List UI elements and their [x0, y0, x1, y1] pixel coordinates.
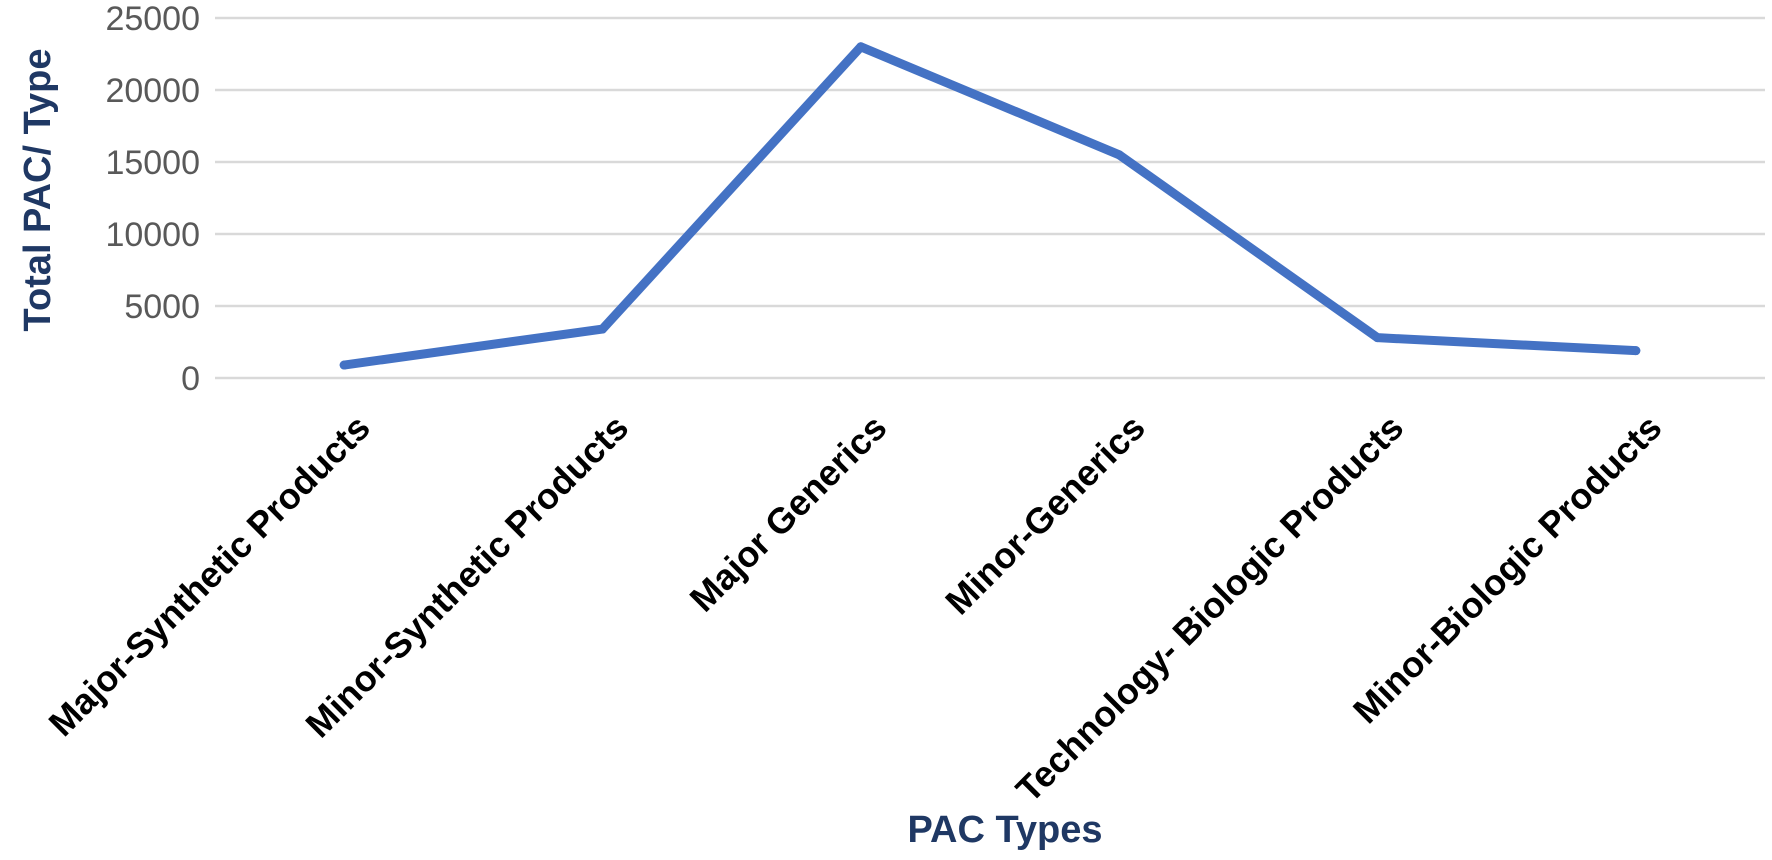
y-tick-label: 15000 [105, 144, 200, 182]
data-point [1373, 333, 1382, 343]
y-tick-label: 25000 [105, 0, 200, 38]
x-axis-title: PAC Types [908, 809, 1103, 851]
gridlines [215, 16, 1765, 380]
x-axis-categories: Major-Synthetic ProductsMinor-Synthetic … [40, 407, 1669, 810]
y-tick-label: 10000 [105, 216, 200, 254]
y-axis-title: Total PAC/ Type [17, 49, 59, 332]
y-tick-label: 20000 [105, 72, 200, 110]
data-point [1114, 150, 1124, 160]
data-point [598, 324, 607, 334]
x-category-label: Minor-Generics [937, 407, 1153, 623]
data-point [339, 360, 349, 370]
data-point [856, 42, 866, 52]
x-category-label: Major Generics [682, 407, 895, 620]
y-tick-label: 5000 [124, 288, 200, 326]
series-line [339, 42, 1641, 370]
y-axis-ticks: 0 5000 10000 15000 20000 25000 [105, 0, 200, 398]
x-category-label: Minor-Biologic Products [1345, 407, 1670, 732]
data-point [1631, 346, 1641, 356]
y-tick-label: 0 [181, 360, 200, 398]
series-group [339, 42, 1641, 370]
